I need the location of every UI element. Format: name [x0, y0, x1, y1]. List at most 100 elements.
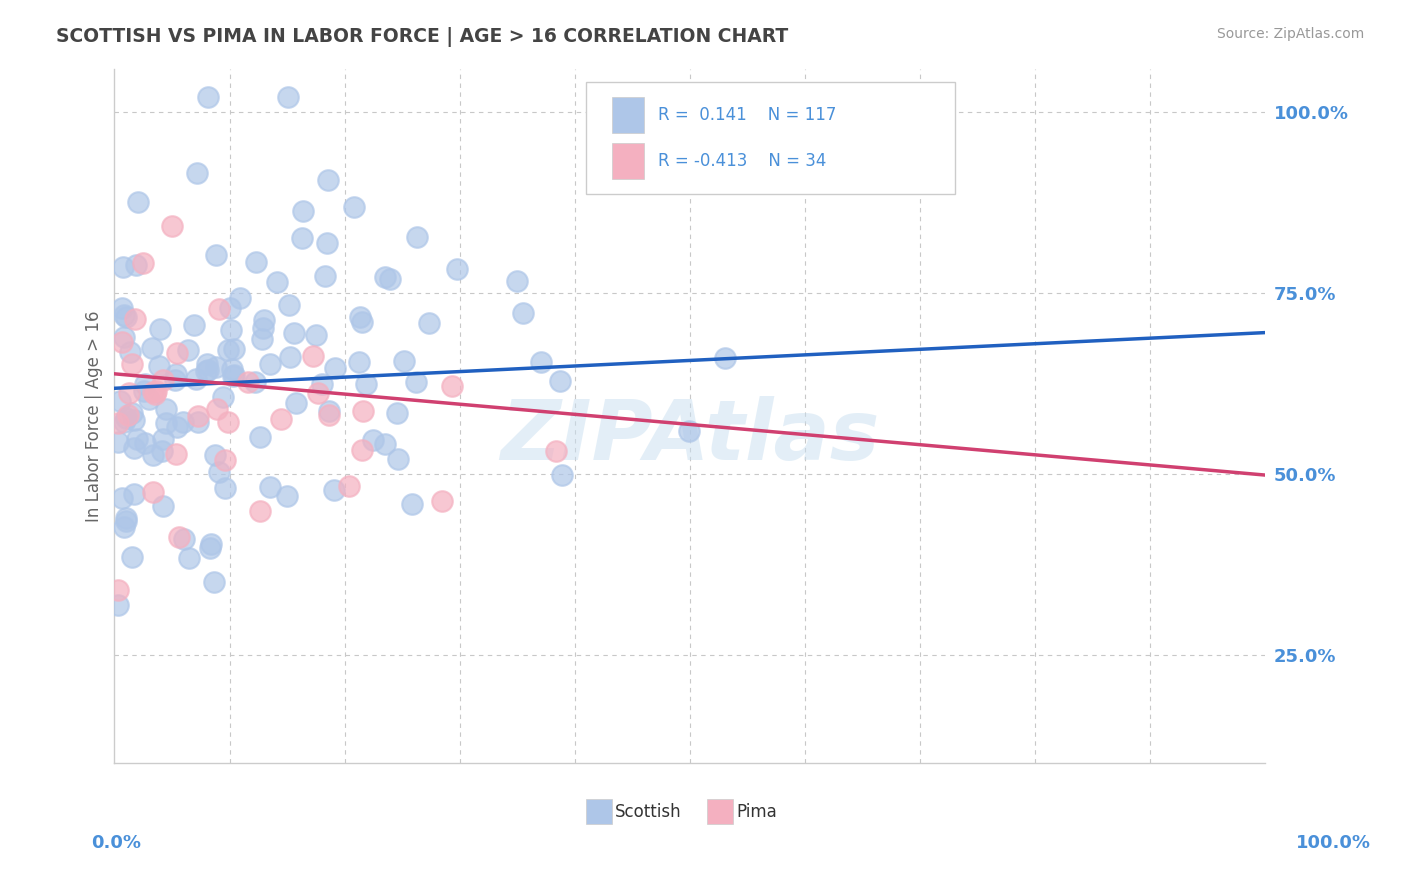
Point	[145, 384, 167, 398]
Point	[392, 354, 415, 368]
Y-axis label: In Labor Force | Age > 16: In Labor Force | Age > 16	[86, 310, 103, 522]
Text: Pima: Pima	[735, 803, 776, 821]
Point	[318, 408, 340, 422]
Point	[323, 360, 346, 375]
FancyBboxPatch shape	[707, 799, 733, 824]
Point	[214, 453, 236, 467]
Point	[350, 315, 373, 329]
Point	[277, 90, 299, 104]
Point	[432, 494, 454, 508]
Point	[200, 537, 222, 551]
Point	[121, 549, 143, 564]
Point	[208, 465, 231, 479]
FancyBboxPatch shape	[586, 799, 612, 824]
Point	[167, 530, 190, 544]
Point	[197, 90, 219, 104]
Point	[316, 173, 339, 187]
Text: ZIPAtlas: ZIPAtlas	[501, 396, 880, 477]
Point	[236, 376, 259, 390]
Point	[111, 260, 134, 274]
Point	[219, 301, 242, 315]
Point	[107, 416, 129, 430]
Point	[127, 194, 149, 209]
Point	[152, 373, 174, 387]
Point	[378, 271, 401, 285]
Point	[548, 374, 571, 388]
Point	[149, 322, 172, 336]
Point	[291, 231, 314, 245]
Point	[173, 532, 195, 546]
Point	[441, 379, 464, 393]
Text: 100.0%: 100.0%	[1296, 834, 1371, 852]
Point	[278, 298, 301, 312]
Point	[243, 375, 266, 389]
Point	[387, 405, 409, 419]
Point	[347, 354, 370, 368]
Point	[184, 372, 207, 386]
Point	[208, 302, 231, 317]
Point	[283, 326, 305, 341]
Point	[124, 312, 146, 326]
Point	[186, 165, 208, 179]
Point	[165, 447, 187, 461]
Point	[418, 316, 440, 330]
FancyBboxPatch shape	[612, 97, 644, 133]
Point	[187, 416, 209, 430]
Point	[302, 349, 325, 363]
Point	[551, 468, 574, 483]
Point	[117, 408, 139, 422]
Point	[544, 444, 567, 458]
Point	[165, 368, 187, 382]
Point	[276, 489, 298, 503]
Point	[266, 275, 288, 289]
Text: SCOTTISH VS PIMA IN LABOR FORCE | AGE > 16 CORRELATION CHART: SCOTTISH VS PIMA IN LABOR FORCE | AGE > …	[56, 27, 789, 46]
Point	[152, 432, 174, 446]
Point	[229, 291, 252, 305]
Text: R = -0.413    N = 34: R = -0.413 N = 34	[658, 152, 827, 169]
Point	[204, 448, 226, 462]
Point	[155, 401, 177, 416]
Point	[343, 200, 366, 214]
Point	[121, 406, 143, 420]
Point	[405, 376, 427, 390]
Point	[197, 363, 219, 377]
Point	[212, 390, 235, 404]
Point	[253, 313, 276, 327]
Point	[506, 274, 529, 288]
Point	[373, 437, 395, 451]
Point	[352, 442, 374, 457]
Point	[314, 268, 336, 283]
Point	[305, 327, 328, 342]
Point	[363, 433, 385, 447]
Point	[160, 219, 183, 233]
Point	[221, 361, 243, 376]
Point	[259, 357, 281, 371]
Point	[678, 424, 700, 438]
Point	[222, 342, 245, 356]
Point	[118, 386, 141, 401]
Point	[401, 497, 423, 511]
Point	[111, 301, 134, 315]
Point	[107, 582, 129, 597]
Point	[530, 355, 553, 369]
Point	[292, 203, 315, 218]
Point	[318, 403, 340, 417]
Point	[134, 435, 156, 450]
Point	[205, 247, 228, 261]
Point	[250, 332, 273, 346]
Point	[285, 396, 308, 410]
Text: 0.0%: 0.0%	[91, 834, 142, 852]
Point	[177, 343, 200, 357]
Point	[387, 452, 409, 467]
FancyBboxPatch shape	[612, 143, 644, 178]
Point	[141, 341, 163, 355]
Point	[111, 491, 134, 505]
Point	[249, 430, 271, 444]
Point	[118, 345, 141, 359]
FancyBboxPatch shape	[586, 82, 955, 194]
Point	[512, 306, 534, 320]
Point	[714, 351, 737, 365]
Point	[125, 432, 148, 446]
Point	[205, 360, 228, 375]
Point	[107, 434, 129, 449]
